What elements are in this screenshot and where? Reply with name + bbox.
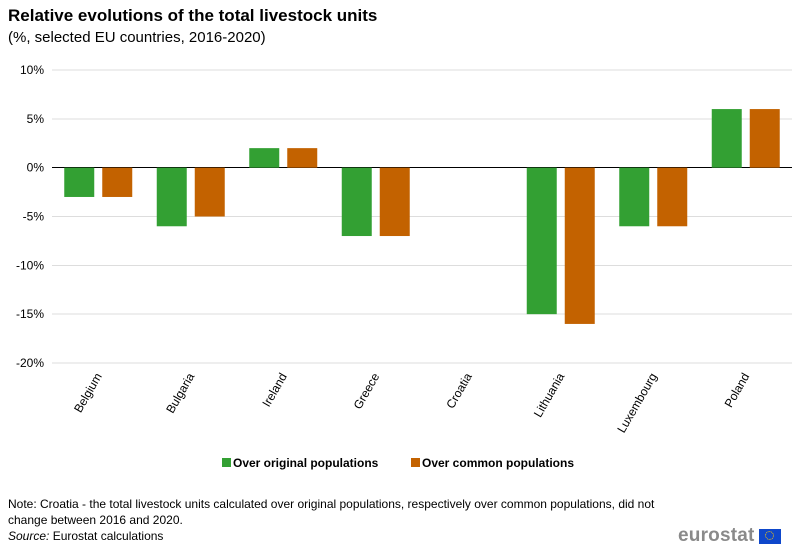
bar-luxembourg-original [619, 167, 650, 227]
x-tick-label: Belgium [71, 371, 105, 416]
y-axis: 10% 5% 0% -5% -10% -15% -20% [16, 63, 44, 370]
x-tick-label: Poland [722, 371, 753, 410]
x-tick-label: Croatia [443, 370, 475, 411]
chart-title: Relative evolutions of the total livesto… [8, 6, 378, 25]
bar-belgium-common [102, 167, 133, 197]
y-tick-label: -20% [16, 356, 44, 370]
legend-swatch-original [222, 458, 231, 467]
x-tick-label: Ireland [259, 371, 289, 410]
x-tick-label: Greece [351, 370, 383, 411]
x-tick-label: Luxembourg [614, 371, 659, 436]
bar-lithuania-common [564, 167, 595, 324]
y-tick-label: -10% [16, 258, 44, 272]
bar-lithuania-original [526, 167, 557, 315]
bar-bulgaria-original [156, 167, 187, 227]
y-tick-label: 5% [27, 112, 45, 126]
source-text: Eurostat calculations [49, 529, 164, 543]
chart-source: Source: Eurostat calculations [8, 529, 163, 543]
source-label: Source: [8, 529, 50, 543]
legend-swatch-common [411, 458, 420, 467]
logo-text: eurostat [678, 525, 755, 546]
x-tick-label: Bulgaria [163, 370, 197, 415]
legend-label-original: Over original populations [233, 456, 379, 470]
bars [64, 109, 780, 324]
y-tick-label: -15% [16, 307, 44, 321]
y-tick-label: 10% [20, 63, 44, 77]
eurostat-logo: eurostat [678, 525, 781, 547]
x-axis: Belgium Bulgaria Ireland Greece Croatia Lithu… [71, 370, 752, 435]
chart-note: Note: Croatia - the total livestock unit… [8, 497, 655, 527]
bar-poland-common [749, 109, 780, 168]
chart-subtitle: (%, selected EU countries, 2016-2020) [8, 29, 266, 46]
bar-belgium-original [64, 167, 95, 197]
legend-label-common: Over common populations [422, 456, 574, 470]
bar-ireland-original [249, 148, 280, 168]
x-tick-label: Lithuania [531, 370, 568, 419]
bar-greece-common [379, 167, 410, 237]
bar-greece-original [341, 167, 372, 237]
bar-chart: 10% 5% 0% -5% -10% -15% -20% Belgium Bulgaria Ir… [16, 63, 792, 470]
y-tick-label: -5% [23, 210, 45, 224]
y-tick-label: 0% [27, 161, 45, 175]
eu-flag-icon [758, 528, 781, 544]
legend: Over original populations Over common pop… [222, 456, 574, 470]
bar-ireland-common [287, 148, 318, 168]
bar-bulgaria-common [194, 167, 225, 217]
bar-poland-original [711, 109, 742, 168]
bar-luxembourg-common [657, 167, 688, 227]
